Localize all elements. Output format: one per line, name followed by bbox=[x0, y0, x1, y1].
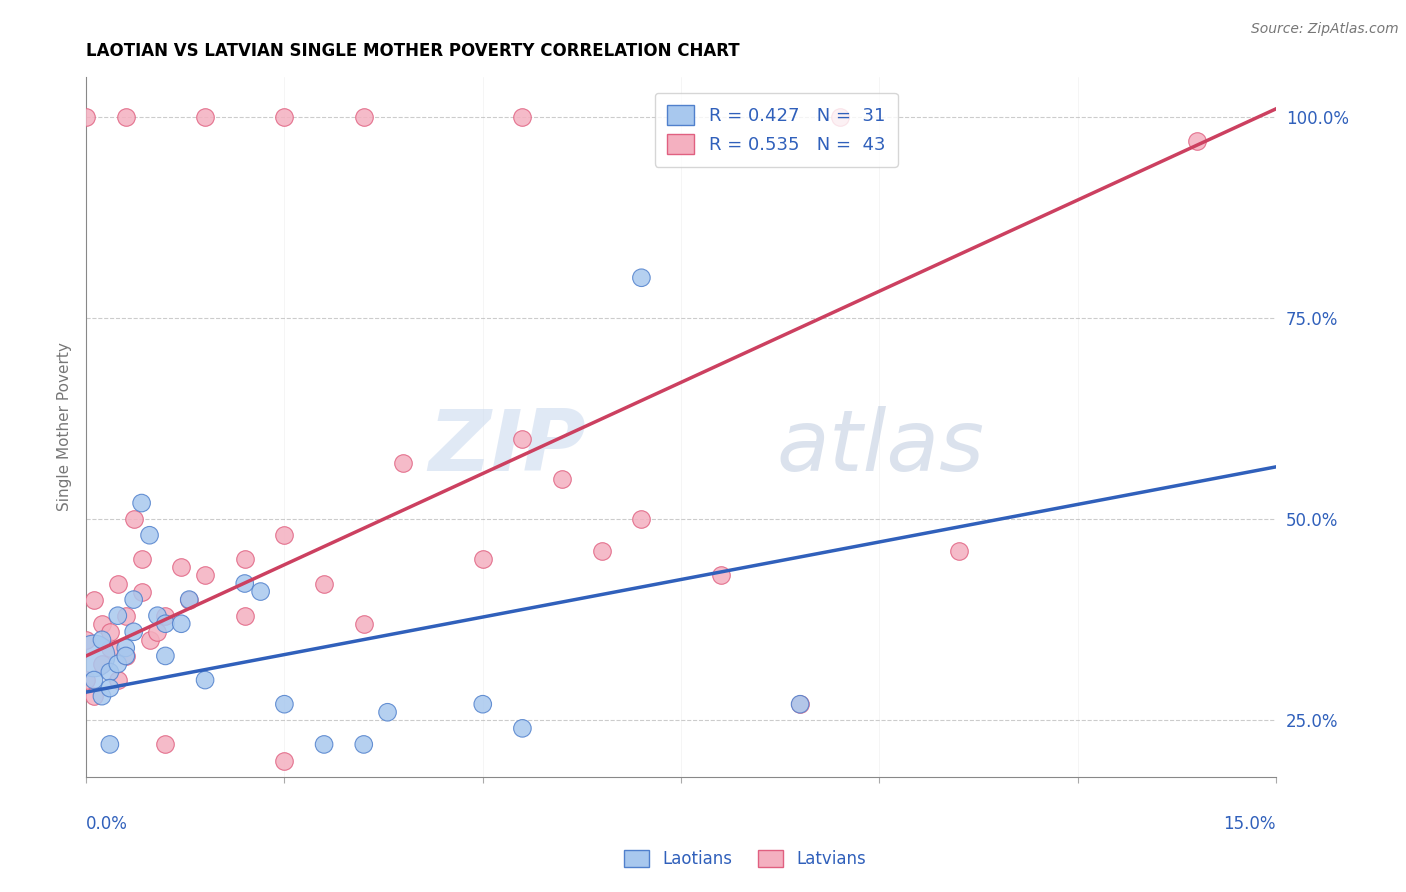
Text: ZIP: ZIP bbox=[429, 406, 586, 489]
Point bbox=[155, 616, 177, 631]
Point bbox=[107, 673, 129, 687]
Point bbox=[107, 608, 129, 623]
Point bbox=[122, 592, 145, 607]
Point bbox=[83, 689, 105, 703]
Y-axis label: Single Mother Poverty: Single Mother Poverty bbox=[58, 343, 72, 511]
Legend: Laotians, Latvians: Laotians, Latvians bbox=[617, 843, 873, 875]
Point bbox=[114, 648, 136, 663]
Point bbox=[179, 592, 201, 607]
Legend: R = 0.427   N =  31, R = 0.535   N =  43: R = 0.427 N = 31, R = 0.535 N = 43 bbox=[655, 93, 898, 167]
Point bbox=[155, 738, 177, 752]
Point bbox=[312, 738, 335, 752]
Point bbox=[107, 576, 129, 591]
Point bbox=[630, 512, 652, 526]
Point bbox=[194, 568, 217, 582]
Text: atlas: atlas bbox=[776, 406, 984, 489]
Point bbox=[170, 560, 193, 574]
Point bbox=[789, 697, 811, 711]
Point bbox=[146, 608, 169, 623]
Point bbox=[591, 544, 613, 558]
Point bbox=[1185, 134, 1208, 148]
Point bbox=[630, 270, 652, 285]
Text: 15.0%: 15.0% bbox=[1223, 815, 1277, 833]
Point bbox=[392, 456, 415, 470]
Point bbox=[131, 552, 153, 566]
Point bbox=[146, 624, 169, 639]
Point bbox=[91, 657, 114, 671]
Point bbox=[512, 722, 534, 736]
Point bbox=[828, 110, 851, 124]
Point bbox=[194, 673, 217, 687]
Point bbox=[114, 608, 136, 623]
Point bbox=[512, 432, 534, 446]
Point bbox=[131, 584, 153, 599]
Point bbox=[98, 640, 121, 655]
Point bbox=[273, 697, 295, 711]
Point bbox=[233, 608, 256, 623]
Point bbox=[114, 648, 136, 663]
Point bbox=[273, 754, 295, 768]
Point bbox=[98, 738, 121, 752]
Point bbox=[377, 705, 399, 719]
Point bbox=[710, 568, 733, 582]
Point bbox=[83, 592, 105, 607]
Text: Source: ZipAtlas.com: Source: ZipAtlas.com bbox=[1251, 22, 1399, 37]
Point bbox=[353, 616, 375, 631]
Point bbox=[471, 697, 494, 711]
Text: LAOTIAN VS LATVIAN SINGLE MOTHER POVERTY CORRELATION CHART: LAOTIAN VS LATVIAN SINGLE MOTHER POVERTY… bbox=[86, 42, 740, 60]
Point bbox=[75, 673, 97, 687]
Point bbox=[948, 544, 970, 558]
Point bbox=[98, 624, 121, 639]
Point bbox=[155, 608, 177, 623]
Point bbox=[122, 512, 145, 526]
Point bbox=[138, 528, 160, 542]
Point bbox=[194, 110, 217, 124]
Point bbox=[273, 110, 295, 124]
Point bbox=[170, 616, 193, 631]
Point bbox=[312, 576, 335, 591]
Point bbox=[91, 616, 114, 631]
Point bbox=[122, 624, 145, 639]
Point bbox=[131, 496, 153, 510]
Point bbox=[249, 584, 271, 599]
Point bbox=[789, 697, 811, 711]
Point bbox=[91, 632, 114, 647]
Text: 0.0%: 0.0% bbox=[86, 815, 128, 833]
Point bbox=[194, 786, 217, 800]
Point bbox=[353, 738, 375, 752]
Point bbox=[273, 528, 295, 542]
Point bbox=[512, 110, 534, 124]
Point bbox=[114, 640, 136, 655]
Point bbox=[233, 576, 256, 591]
Point bbox=[75, 632, 97, 647]
Point bbox=[353, 110, 375, 124]
Point bbox=[107, 657, 129, 671]
Point bbox=[233, 552, 256, 566]
Point bbox=[83, 648, 105, 663]
Point bbox=[91, 689, 114, 703]
Point bbox=[98, 665, 121, 679]
Point bbox=[83, 673, 105, 687]
Point bbox=[551, 472, 574, 486]
Point bbox=[75, 110, 97, 124]
Point bbox=[179, 592, 201, 607]
Point bbox=[155, 648, 177, 663]
Point bbox=[471, 552, 494, 566]
Point bbox=[138, 632, 160, 647]
Point bbox=[114, 110, 136, 124]
Point bbox=[98, 681, 121, 695]
